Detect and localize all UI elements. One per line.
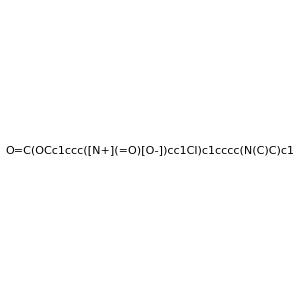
Text: O=C(OCc1ccc([N+](=O)[O-])cc1Cl)c1cccc(N(C)C)c1: O=C(OCc1ccc([N+](=O)[O-])cc1Cl)c1cccc(N(… [5,145,295,155]
